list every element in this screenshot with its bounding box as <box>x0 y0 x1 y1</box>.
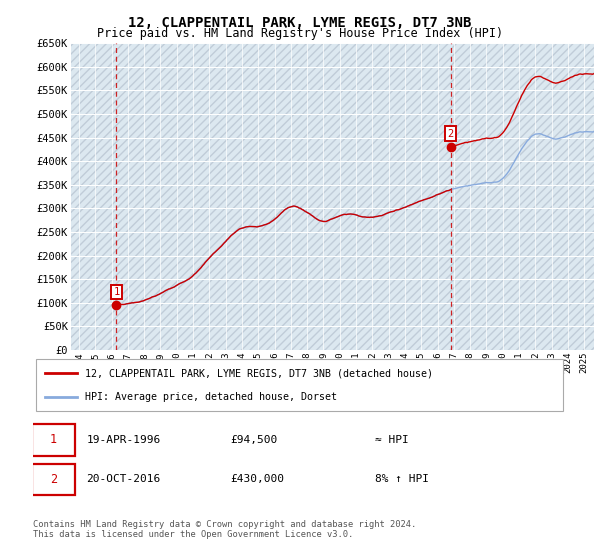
Text: 20-OCT-2016: 20-OCT-2016 <box>86 474 161 484</box>
Text: ≈ HPI: ≈ HPI <box>375 435 409 445</box>
Text: 2: 2 <box>50 473 57 486</box>
Text: 1: 1 <box>50 433 57 446</box>
FancyBboxPatch shape <box>35 360 563 411</box>
Text: £430,000: £430,000 <box>230 474 284 484</box>
Text: 12, CLAPPENTAIL PARK, LYME REGIS, DT7 3NB (detached house): 12, CLAPPENTAIL PARK, LYME REGIS, DT7 3N… <box>85 368 433 378</box>
FancyBboxPatch shape <box>32 464 74 495</box>
Text: HPI: Average price, detached house, Dorset: HPI: Average price, detached house, Dors… <box>85 393 337 402</box>
Text: Price paid vs. HM Land Registry's House Price Index (HPI): Price paid vs. HM Land Registry's House … <box>97 27 503 40</box>
Text: 12, CLAPPENTAIL PARK, LYME REGIS, DT7 3NB: 12, CLAPPENTAIL PARK, LYME REGIS, DT7 3N… <box>128 16 472 30</box>
Text: 1: 1 <box>113 287 119 297</box>
Text: 8% ↑ HPI: 8% ↑ HPI <box>375 474 429 484</box>
Text: Contains HM Land Registry data © Crown copyright and database right 2024.
This d: Contains HM Land Registry data © Crown c… <box>33 520 416 539</box>
Text: 19-APR-1996: 19-APR-1996 <box>86 435 161 445</box>
FancyBboxPatch shape <box>32 424 74 456</box>
Text: £94,500: £94,500 <box>230 435 278 445</box>
Text: 2: 2 <box>448 129 454 139</box>
